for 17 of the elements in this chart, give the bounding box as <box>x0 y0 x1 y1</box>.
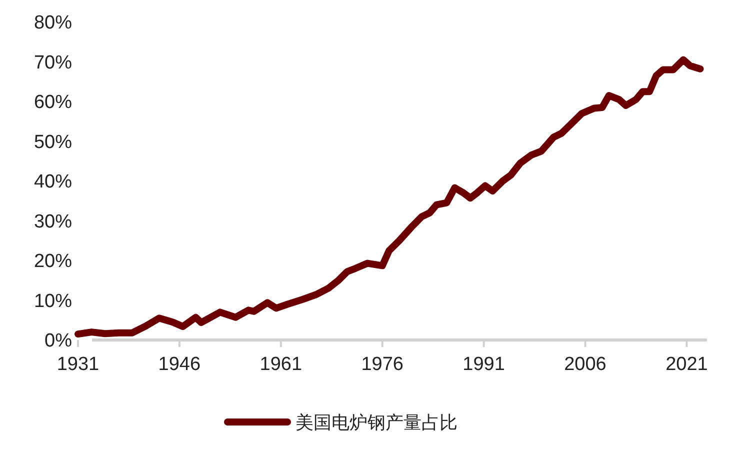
y-tick-label: 70% <box>34 52 72 74</box>
x-tick-label: 1991 <box>462 354 505 375</box>
y-tick-label: 30% <box>34 211 72 232</box>
x-tick-label: 1961 <box>260 354 302 375</box>
y-tick-label: 10% <box>34 290 72 312</box>
y-tick-label: 0% <box>44 330 72 352</box>
y-tick-label: 60% <box>34 92 72 114</box>
y-tick-label: 80% <box>34 12 72 34</box>
x-tick-label: 1976 <box>361 354 404 375</box>
x-tick-label: 2006 <box>564 354 606 375</box>
x-tick-label: 2021 <box>666 354 708 375</box>
y-tick-label: 20% <box>34 251 72 272</box>
legend-label: 美国电炉钢产量占比 <box>296 412 458 432</box>
x-tick-label: 1946 <box>158 354 201 375</box>
y-tick-label: 40% <box>34 172 72 193</box>
y-tick-label: 50% <box>34 132 72 153</box>
x-tick-label: 1931 <box>56 354 100 375</box>
